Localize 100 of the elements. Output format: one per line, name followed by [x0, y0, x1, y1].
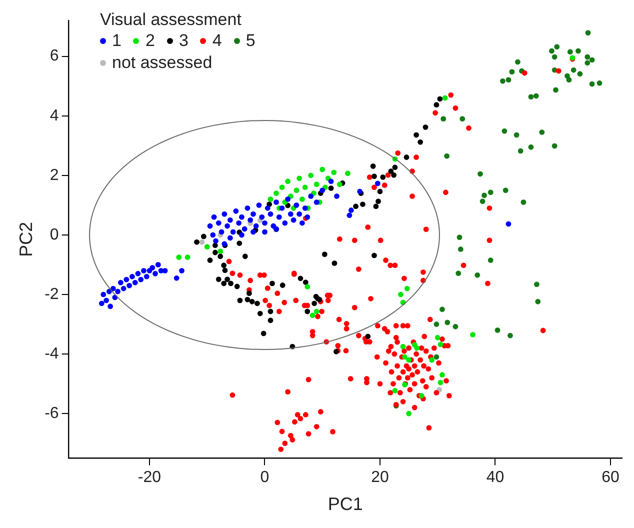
- point: [314, 308, 320, 314]
- point: [434, 334, 440, 340]
- y-tick-label: 4: [50, 107, 59, 124]
- x-axis-title: PC1: [328, 494, 363, 514]
- point: [440, 372, 445, 378]
- point: [444, 153, 450, 159]
- point: [494, 327, 500, 333]
- x-tick-label: 20: [371, 469, 389, 486]
- point: [535, 298, 541, 304]
- point: [474, 272, 480, 278]
- point: [509, 69, 515, 74]
- point: [434, 322, 440, 327]
- point: [440, 116, 446, 122]
- y-tick-label: -2: [44, 286, 59, 303]
- point: [589, 57, 595, 63]
- point: [514, 132, 520, 138]
- point: [480, 198, 486, 204]
- point: [274, 190, 279, 196]
- point: [294, 188, 300, 193]
- point: [184, 254, 190, 260]
- point: [528, 144, 534, 150]
- point: [460, 116, 466, 122]
- point: [452, 324, 458, 330]
- point: [310, 312, 316, 318]
- point: [577, 71, 583, 77]
- point: [456, 234, 462, 240]
- point: [500, 78, 506, 84]
- point: [570, 67, 576, 73]
- point: [199, 239, 205, 245]
- point: [482, 192, 487, 198]
- point: [331, 170, 337, 176]
- point: [549, 48, 554, 54]
- point: [308, 172, 314, 178]
- point: [398, 292, 404, 298]
- y-tick-label: -4: [44, 345, 59, 362]
- point: [520, 199, 526, 205]
- point: [304, 284, 310, 290]
- point: [458, 246, 464, 252]
- point: [528, 94, 534, 100]
- legend-label: not assessed: [112, 52, 212, 74]
- point: [279, 184, 285, 190]
- legend-label: 4: [212, 30, 222, 52]
- point: [478, 171, 483, 177]
- point: [518, 148, 524, 154]
- point: [314, 182, 320, 188]
- point: [502, 188, 508, 193]
- legend-label: 2: [145, 30, 155, 52]
- x-tick-label: 0: [260, 469, 270, 486]
- x-tick-label: 60: [602, 469, 620, 486]
- point: [470, 332, 476, 338]
- point: [488, 190, 494, 196]
- point: [320, 166, 326, 172]
- point: [552, 54, 558, 60]
- point: [268, 196, 274, 202]
- point: [584, 60, 590, 66]
- point: [285, 178, 290, 184]
- point: [502, 128, 508, 134]
- point: [218, 248, 224, 254]
- point: [402, 354, 408, 360]
- point: [533, 93, 539, 99]
- legend-label: 5: [246, 30, 256, 52]
- point: [444, 320, 450, 326]
- point: [508, 332, 513, 338]
- legend-title: Visual assessment: [100, 10, 242, 30]
- point: [442, 95, 448, 101]
- x-tick-label: 40: [486, 469, 504, 486]
- point: [589, 81, 595, 87]
- point: [406, 410, 412, 416]
- point: [566, 77, 572, 83]
- point: [438, 342, 444, 348]
- y-tick-label: 2: [50, 166, 59, 184]
- point: [553, 87, 558, 93]
- legend-label: 1: [112, 30, 122, 52]
- legend-label: 3: [178, 30, 188, 52]
- point: [296, 176, 302, 182]
- point: [554, 44, 560, 50]
- point: [596, 80, 602, 86]
- point: [299, 196, 305, 202]
- point: [534, 282, 540, 288]
- point: [392, 388, 398, 394]
- point: [584, 54, 590, 60]
- point: [539, 130, 545, 135]
- point: [302, 184, 308, 190]
- y-tick-label: 6: [50, 48, 59, 65]
- point: [345, 170, 350, 176]
- point: [438, 380, 444, 386]
- point: [406, 357, 412, 363]
- y-tick-label: -6: [44, 404, 59, 422]
- point: [576, 48, 581, 54]
- point: [585, 30, 591, 36]
- point: [400, 344, 406, 350]
- point: [429, 357, 435, 363]
- point: [567, 49, 573, 55]
- point: [515, 59, 520, 65]
- point: [336, 182, 342, 188]
- point: [418, 392, 424, 398]
- point: [414, 345, 420, 351]
- x-tick-label: -20: [138, 469, 162, 486]
- y-axis-title: PC2: [16, 222, 36, 257]
- point: [456, 270, 462, 276]
